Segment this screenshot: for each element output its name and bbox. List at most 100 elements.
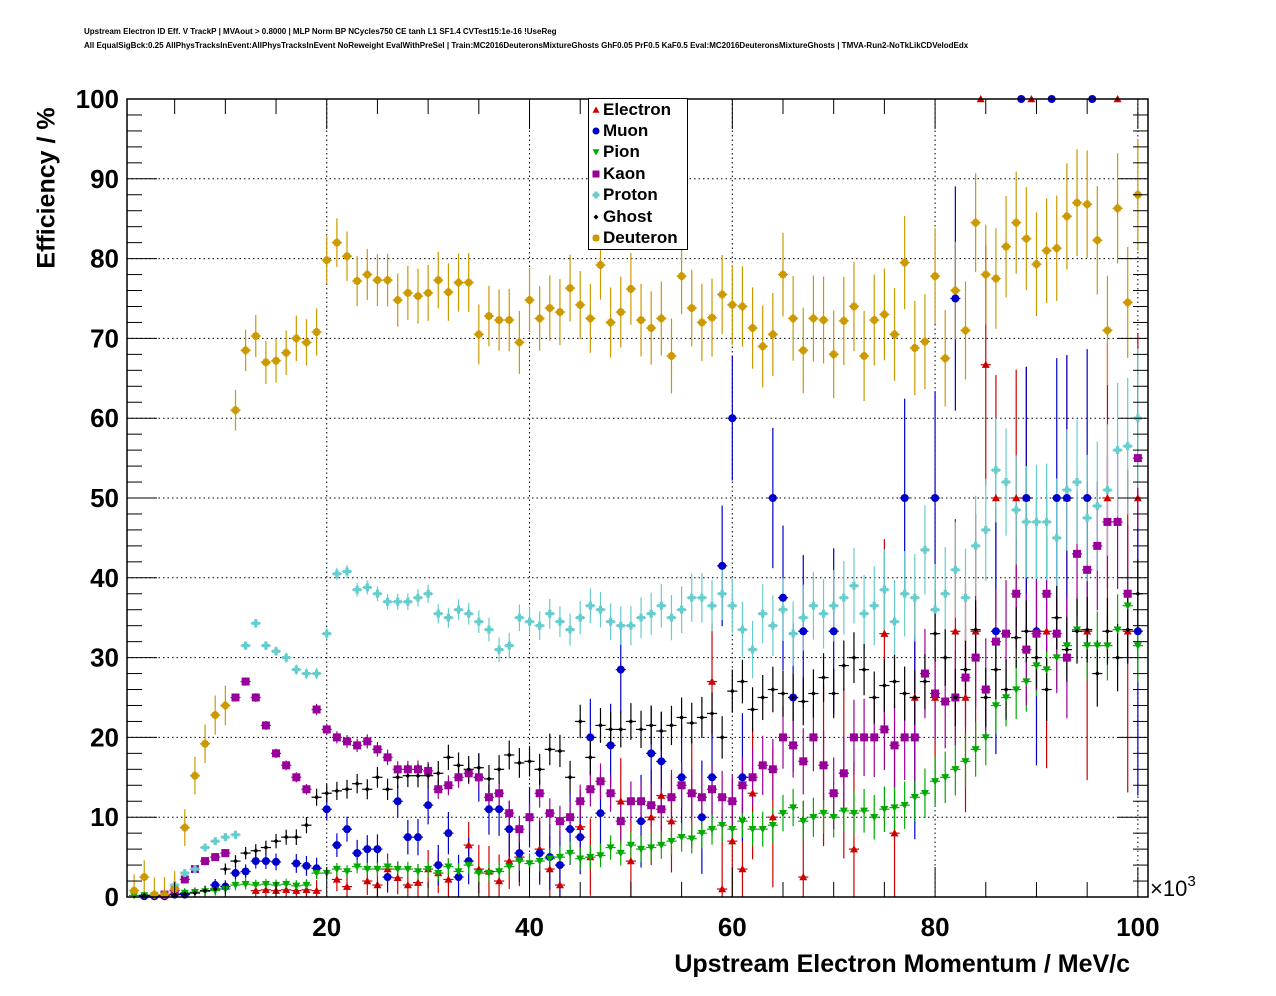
point-ghost [456,762,462,768]
point-ghost [679,714,685,720]
point-proton-v [923,545,927,554]
point-kaon [941,697,950,706]
point-ghost [425,773,431,779]
x-tick-label: 40 [515,912,544,942]
point-ghost [212,886,218,892]
legend-marker [592,149,600,156]
point-electron [626,857,635,865]
point-deuteron-c [222,702,229,709]
point-pion [920,790,929,798]
point-deuteron-c [1094,237,1101,244]
point-deuteron-c [425,289,432,296]
point-proton-v [558,617,562,626]
point-pion [941,774,950,782]
point-electron [576,822,585,830]
point-deuteron-c [1053,245,1060,252]
point-ghost [1084,627,1090,633]
point-deuteron-c [131,887,138,894]
point-pion [545,855,554,863]
point-ghost [628,718,634,724]
point-muon [931,494,940,502]
point-ghost [243,850,249,856]
point-electron [343,882,352,890]
point-ghost [385,786,391,792]
point-proton-v [213,837,217,846]
point-deuteron-c [810,315,817,322]
point-pion [393,865,402,874]
point-electron [363,877,372,885]
point-kaon [312,705,321,714]
point-deuteron-c [850,303,857,310]
point-kaon [201,857,210,866]
point-muon [728,414,737,423]
point-kaon [464,769,473,778]
point-electron [292,886,301,894]
x-tick-label: 20 [312,912,341,942]
point-proton-v [203,843,207,852]
y-tick-label: 100 [76,84,119,114]
point-deuteron-c [678,273,685,280]
point-kaon [444,781,453,790]
legend-item-proton: Proton [589,185,687,206]
point-pion [332,865,341,874]
point-electron [302,885,311,894]
point-muon [799,627,808,636]
point-ghost [952,695,958,700]
point-pion [1022,678,1031,686]
chart-title-line2: All EqualSigBck:0.25 AllPhysTracksInEven… [84,41,969,50]
point-kaon [1022,645,1031,654]
legend-item-pion: Pion [589,142,687,163]
point-pion [647,844,656,852]
x-axis-label: Upstream Electron Momentum / MeV/c [674,950,1130,978]
point-proton-v [274,647,278,656]
point-kaon [403,765,412,774]
point-proton-v [639,613,643,622]
point-deuteron-c [485,313,492,320]
point-deuteron-c [202,740,209,747]
legend-label: Proton [603,185,658,205]
point-proton-v [375,589,380,598]
point-ghost [881,683,887,689]
point-electron [738,865,747,873]
point-pion [1093,642,1102,650]
point-deuteron-c [658,315,665,322]
point-ghost [719,734,725,740]
legend-marker [592,106,600,113]
legend-marker [593,214,599,220]
point-deuteron-c [394,297,401,304]
point-ghost [283,834,289,840]
point-deuteron-c [141,874,148,881]
point-kaon [272,749,281,758]
point-pion [302,881,311,890]
point-pion [616,849,625,858]
point-pion [849,810,858,818]
y-tick-label: 30 [90,643,119,673]
point-muon [991,627,1000,636]
point-deuteron-c [790,315,797,322]
point-muon [434,861,443,870]
point-kaon [332,733,341,742]
point-electron [261,885,270,894]
legend-label: Kaon [603,163,646,183]
point-ghost [232,858,238,864]
point-proton-v [659,601,663,610]
point-proton-v [294,665,298,674]
point-pion [991,702,1000,710]
point-deuteron-c [181,824,188,831]
legend-marker [592,127,600,135]
point-kaon [495,789,504,798]
circle-marker-icon [592,127,600,135]
point-pion [434,869,443,878]
point-pion [829,814,838,822]
legend-label: Pion [603,142,640,162]
point-muon [555,861,564,870]
point-proton-v [933,605,937,614]
point-muon [647,749,656,758]
point-deuteron-c [262,359,269,366]
point-deuteron-c [1023,235,1030,242]
point-kaon [718,793,727,802]
point-ghost [527,758,533,764]
point-proton-v [852,581,856,590]
point-pion [261,881,270,889]
